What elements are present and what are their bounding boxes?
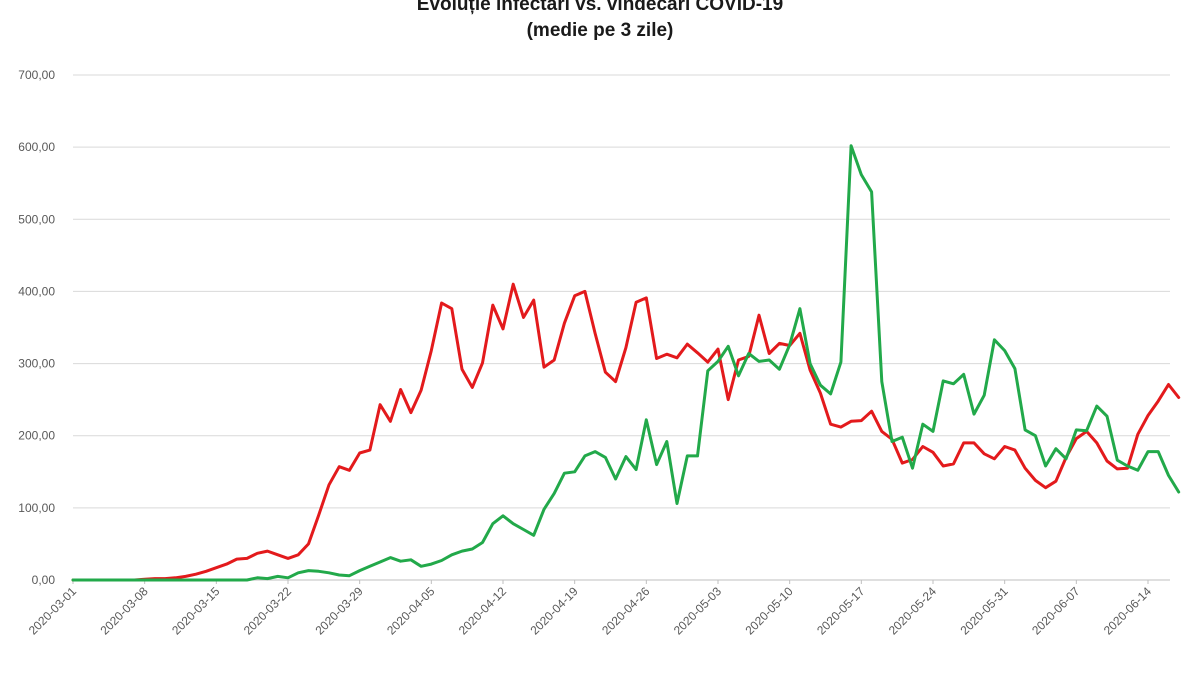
x-tick-label: 2020-04-12 [456, 584, 510, 638]
x-tick-label: 2020-03-01 [26, 584, 80, 638]
series-line-0 [71, 282, 1181, 582]
gridlines [73, 74, 1170, 581]
x-tick-label: 2020-06-07 [1029, 584, 1083, 638]
x-tick-label: 2020-03-08 [97, 584, 151, 638]
y-axis-ticks: 0,00 100,00 200,00 300,00 400,00 500,00 600,00… [18, 68, 55, 587]
x-tick-label: 2020-04-19 [527, 584, 581, 638]
y-tick-label: 700,00 [18, 68, 55, 82]
chart-subtitle: (medie pe 3 zile) [526, 20, 674, 41]
x-tick-label: 2020-05-10 [742, 584, 796, 638]
series-line-1 [71, 144, 1181, 582]
x-tick-label: 2020-03-22 [241, 584, 295, 638]
x-tick-label: 2020-04-05 [384, 584, 438, 638]
x-axis-ticks: 2020-03-01 2020-03-08 2020-03-15 2020-03-22… [26, 580, 1155, 638]
x-tick-label: 2020-05-31 [957, 584, 1011, 638]
y-tick-label: 400,00 [18, 284, 55, 298]
y-tick-label: 0,00 [32, 573, 56, 587]
y-tick-label: 500,00 [18, 212, 55, 226]
y-tick-label: 200,00 [18, 429, 55, 443]
series-lines [71, 144, 1181, 582]
chart-title: Evoluție infectări vs. vindecări COVID-1… [416, 0, 784, 15]
x-tick-label: 2020-06-14 [1101, 584, 1155, 638]
x-tick-label: 2020-03-15 [169, 584, 223, 638]
x-tick-label: 2020-05-03 [671, 584, 725, 638]
y-tick-label: 300,00 [18, 357, 55, 371]
x-tick-label: 2020-05-17 [814, 584, 868, 638]
y-tick-label: 600,00 [18, 140, 55, 154]
x-tick-label: 2020-05-24 [886, 584, 940, 638]
x-tick-label: 2020-03-29 [312, 584, 366, 638]
x-tick-label: 2020-04-26 [599, 584, 653, 638]
y-tick-label: 100,00 [18, 501, 55, 515]
